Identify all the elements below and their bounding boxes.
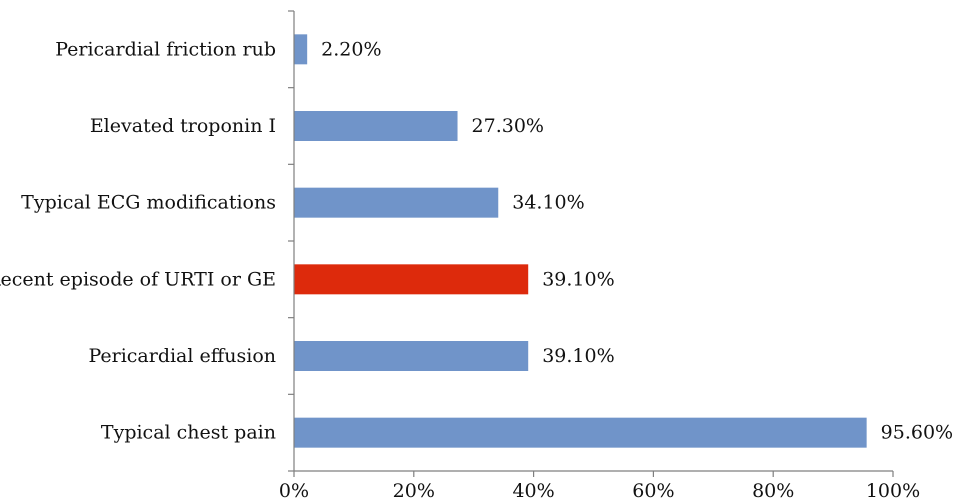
x-tick-label: 0%: [279, 480, 309, 501]
value-label-pericardial-effusion: 39.10%: [542, 345, 614, 367]
value-label-typical-ecg-modifications: 34.10%: [512, 192, 584, 214]
bar-pericardial-effusion: [294, 341, 529, 371]
x-tick-label: 40%: [512, 480, 554, 501]
value-label-elevated-troponin-i: 27.30%: [472, 115, 544, 137]
value-label-pericardial-friction-rub: 2.20%: [321, 38, 381, 60]
category-label-typical-chest-pain: Typical chest pain: [101, 422, 276, 444]
bar-pericardial-friction-rub: [294, 34, 308, 65]
x-tick-label: 60%: [632, 480, 674, 501]
bars: [294, 34, 867, 448]
bar-recent-episode-of-urti-or-ge: [294, 264, 529, 295]
bar-typical-ecg-modifications: [294, 187, 499, 218]
value-label-recent-episode-of-urti-or-ge: 39.10%: [542, 268, 614, 290]
category-label-elevated-troponin-i: Elevated troponin I: [90, 115, 276, 137]
category-label-recent-episode-of-urti-or-ge: Recent episode of URTI or GE: [0, 268, 276, 290]
x-tick-label: 20%: [393, 480, 435, 501]
bar-typical-chest-pain: [294, 417, 867, 448]
category-label-typical-ecg-modifications: Typical ECG modifications: [21, 192, 276, 214]
value-label-typical-chest-pain: 95.60%: [881, 422, 953, 444]
category-label-pericardial-friction-rub: Pericardial friction rub: [55, 38, 276, 60]
axes: [288, 10, 894, 477]
labels: Pericardial friction rub 2.20% Elevated tr…: [0, 38, 953, 501]
category-label-pericardial-effusion: Pericardial effusion: [88, 345, 276, 367]
x-tick-label: 100%: [866, 480, 920, 501]
bar-elevated-troponin-i: [294, 111, 458, 141]
x-tick-label: 80%: [752, 480, 794, 501]
